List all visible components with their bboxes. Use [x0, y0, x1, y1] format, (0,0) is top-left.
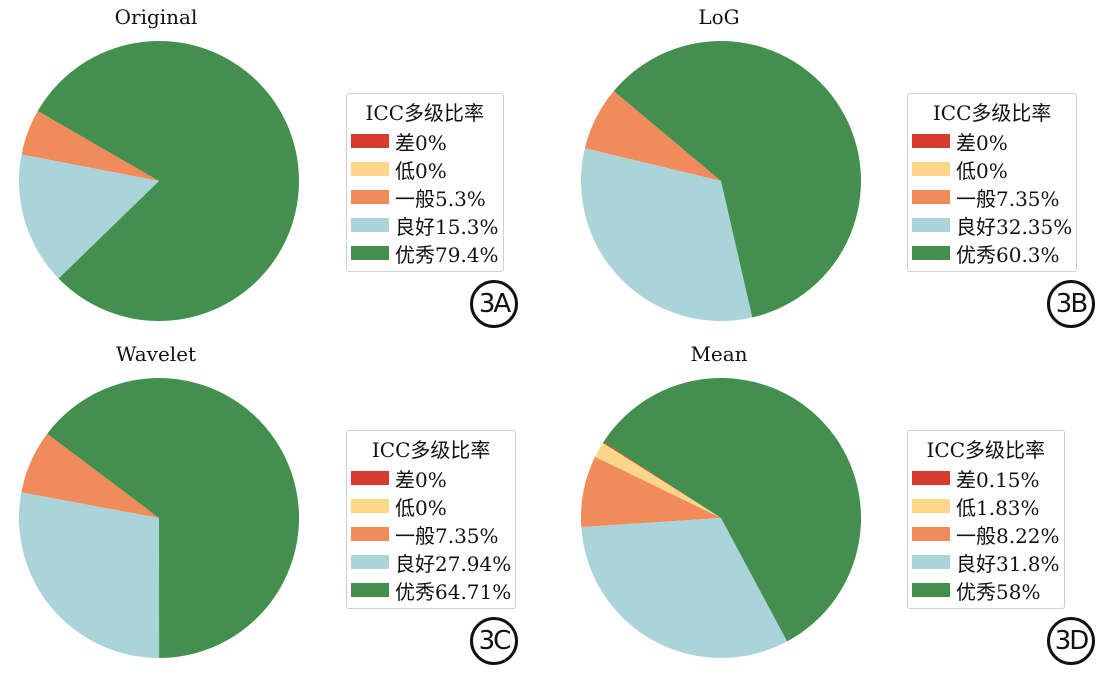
- chart-title: LoG: [698, 5, 740, 29]
- legend-title: ICC多级比率: [371, 438, 491, 462]
- legend-swatch: [912, 499, 950, 513]
- legend-label: 良好15.3%: [395, 214, 499, 239]
- legend-label: 良好27.94%: [395, 551, 512, 576]
- legend: ICC多级比率 差0% 低0% 一般7.35% 良好27.94% 优秀64.71…: [346, 430, 517, 609]
- slice-fair: [21, 433, 159, 518]
- legend-item-excellent: 优秀64.71%: [351, 576, 511, 604]
- slice-excellent: [47, 378, 300, 658]
- slice-poor: [602, 441, 721, 518]
- legend-label: 良好32.35%: [956, 214, 1073, 239]
- slice-excellent: [603, 377, 862, 642]
- chart-panel-mean: Mean ICC多级比率 差0.15% 低1.83% 一般8.22% 良好31.…: [551, 337, 1102, 674]
- legend-item-good: 良好15.3%: [351, 211, 499, 239]
- slice-fair: [580, 456, 721, 528]
- legend-item-poor: 差0%: [351, 464, 511, 492]
- legend-item-excellent: 优秀58%: [912, 576, 1060, 604]
- legend-label: 优秀58%: [956, 579, 1041, 604]
- legend-label: 一般7.35%: [956, 186, 1060, 211]
- legend-swatch: [351, 162, 389, 176]
- panel-badge: 3A: [470, 280, 518, 328]
- legend-swatch: [351, 527, 389, 541]
- legend-label: 优秀60.3%: [956, 242, 1060, 267]
- pie-chart: [580, 41, 861, 322]
- legend-item-poor: 差0%: [351, 127, 499, 155]
- legend-item-excellent: 优秀79.4%: [351, 239, 499, 267]
- pie-chart: [18, 378, 300, 658]
- legend-item-excellent: 优秀60.3%: [912, 239, 1072, 267]
- legend-swatch: [912, 583, 950, 597]
- chart-title: Mean: [690, 342, 748, 366]
- legend-title: ICC多级比率: [932, 101, 1052, 125]
- slice-good: [18, 492, 160, 658]
- legend-swatch: [912, 246, 950, 260]
- legend-swatch: [351, 190, 389, 204]
- slice-excellent: [37, 41, 300, 322]
- legend-swatch: [912, 162, 950, 176]
- panel-badge: 3D: [1047, 617, 1095, 665]
- legend: ICC多级比率 差0% 低0% 一般5.3% 良好15.3% 优秀79.4%: [346, 93, 504, 272]
- legend-label: 一般8.22%: [956, 523, 1060, 548]
- legend-item-low: 低0%: [351, 155, 499, 183]
- legend-swatch: [351, 134, 389, 148]
- legend-label: 低1.83%: [956, 495, 1040, 520]
- slice-fair: [21, 111, 159, 181]
- slice-fair: [584, 91, 721, 181]
- legend-label: 一般7.35%: [395, 523, 499, 548]
- legend-title: ICC多级比率: [365, 101, 485, 125]
- legend-swatch: [351, 471, 389, 485]
- legend-item-low: 低0%: [351, 492, 511, 520]
- legend-label: 低0%: [395, 495, 447, 520]
- legend-item-poor: 差0%: [912, 127, 1072, 155]
- legend-swatch: [912, 190, 950, 204]
- panel-badge: 3C: [470, 617, 518, 665]
- legend-item-low: 低1.83%: [912, 492, 1060, 520]
- legend-item-fair: 一般7.35%: [912, 183, 1072, 211]
- legend-swatch: [912, 134, 950, 148]
- legend-swatch: [351, 583, 389, 597]
- pie-chart: [19, 41, 300, 322]
- pie-chart: [580, 377, 862, 659]
- legend-item-good: 良好27.94%: [351, 548, 511, 576]
- chart-panel-original: Original ICC多级比率 差0% 低0% 一般5.3% 良好15.3% …: [0, 0, 551, 337]
- legend-label: 优秀79.4%: [395, 242, 499, 267]
- legend-item-good: 良好32.35%: [912, 211, 1072, 239]
- slice-good: [580, 148, 753, 322]
- legend-swatch: [912, 218, 950, 232]
- legend: ICC多级比率 差0.15% 低1.83% 一般8.22% 良好31.8% 优秀…: [907, 430, 1065, 609]
- legend-label: 低0%: [395, 158, 447, 183]
- chart-panel-wavelet: Wavelet ICC多级比率 差0% 低0% 一般7.35% 良好27.94%…: [0, 337, 551, 674]
- legend-item-fair: 一般8.22%: [912, 520, 1060, 548]
- legend-label: 优秀64.71%: [395, 579, 512, 604]
- legend-label: 低0%: [956, 158, 1008, 183]
- legend-label: 差0.15%: [956, 467, 1040, 492]
- legend-item-good: 良好31.8%: [912, 548, 1060, 576]
- panel-badge: 3B: [1047, 280, 1095, 328]
- legend-item-fair: 一般5.3%: [351, 183, 499, 211]
- chart-panel-log: LoG ICC多级比率 差0% 低0% 一般7.35% 良好32.35% 优秀6…: [551, 0, 1102, 337]
- legend-item-fair: 一般7.35%: [351, 520, 511, 548]
- legend-swatch: [912, 471, 950, 485]
- legend-swatch: [351, 246, 389, 260]
- legend-title: ICC多级比率: [926, 438, 1046, 462]
- legend-label: 良好31.8%: [956, 551, 1060, 576]
- legend-label: 差0%: [395, 467, 447, 492]
- legend: ICC多级比率 差0% 低0% 一般7.35% 良好32.35% 优秀60.3%: [907, 93, 1078, 272]
- legend-label: 一般5.3%: [395, 186, 486, 211]
- chart-title: Original: [114, 5, 198, 29]
- legend-item-low: 低0%: [912, 155, 1072, 183]
- legend-swatch: [912, 527, 950, 541]
- legend-label: 差0%: [395, 130, 447, 155]
- slice-excellent: [613, 41, 861, 318]
- slice-good: [581, 518, 788, 659]
- slice-good: [19, 154, 159, 279]
- legend-swatch: [351, 499, 389, 513]
- legend-swatch: [351, 218, 389, 232]
- legend-item-poor: 差0.15%: [912, 464, 1060, 492]
- slice-low: [595, 442, 721, 518]
- legend-label: 差0%: [956, 130, 1008, 155]
- chart-title: Wavelet: [115, 342, 197, 366]
- legend-swatch: [351, 555, 389, 569]
- legend-swatch: [912, 555, 950, 569]
